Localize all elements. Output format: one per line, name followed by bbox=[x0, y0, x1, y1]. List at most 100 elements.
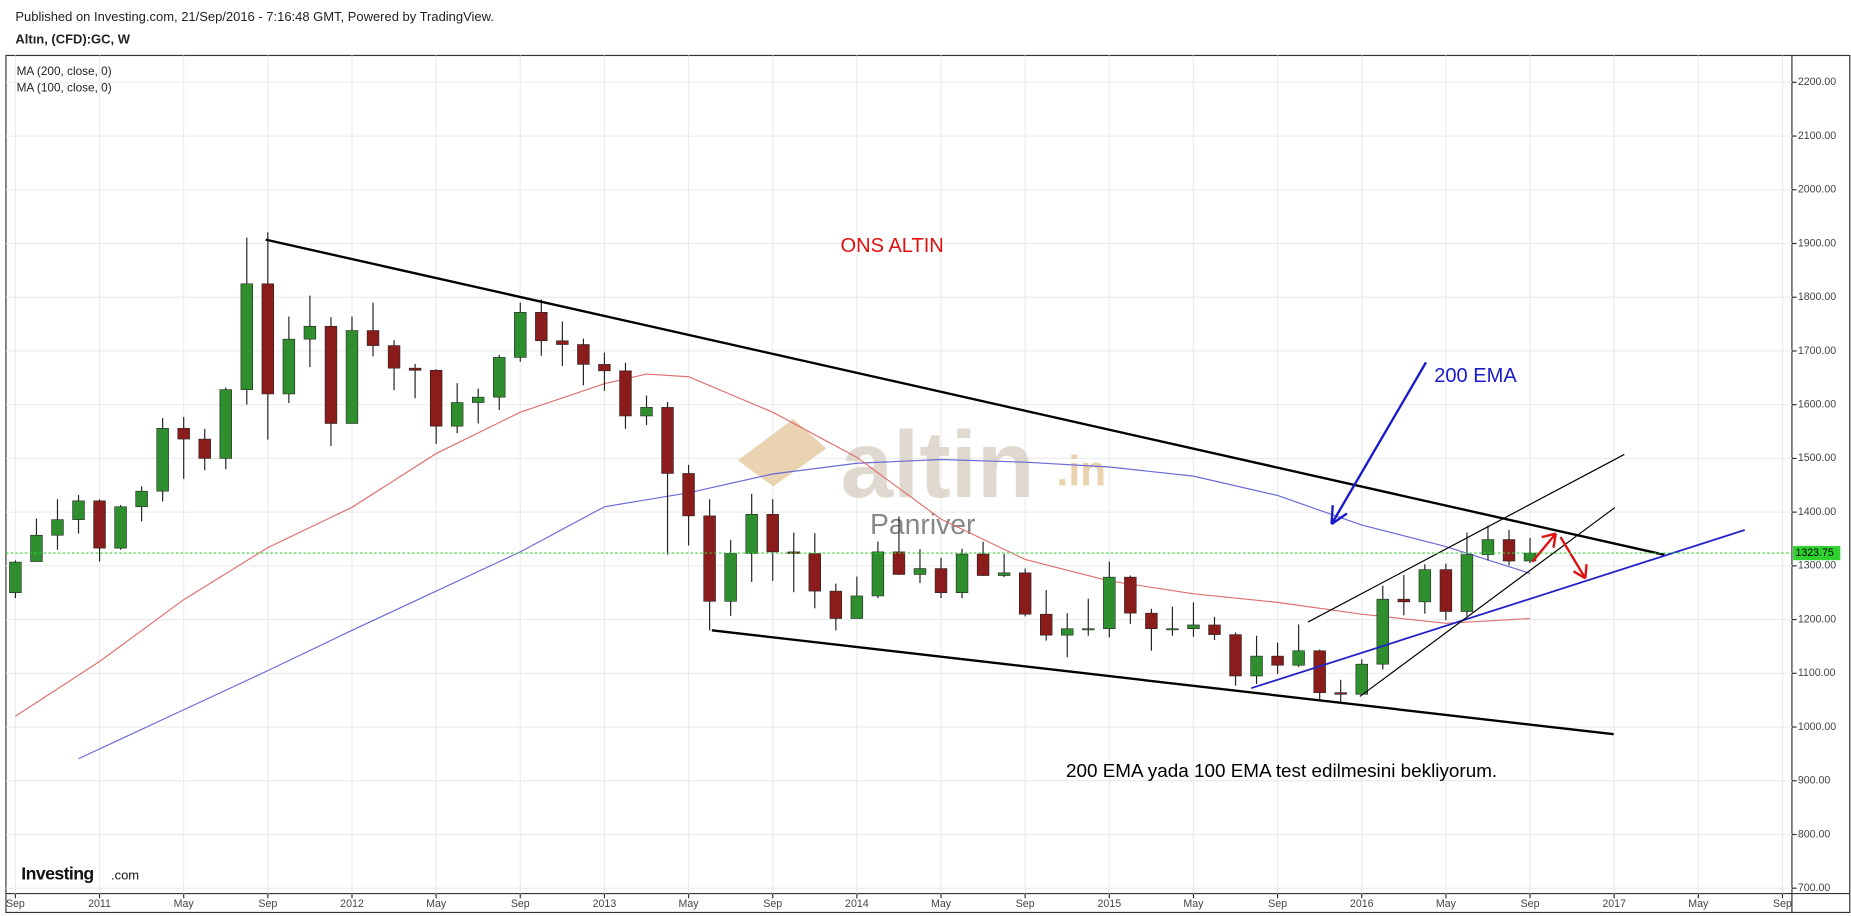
candle-body bbox=[1397, 598, 1411, 603]
candle-body bbox=[829, 590, 843, 619]
watermark-icon bbox=[737, 419, 827, 487]
watermark-logo: altin bbox=[841, 413, 1035, 518]
x-tick-label: Sep bbox=[1521, 898, 1540, 910]
candle-body bbox=[640, 407, 653, 417]
candle-body bbox=[997, 572, 1011, 576]
channel-line bbox=[1307, 453, 1625, 623]
channel-line bbox=[1359, 507, 1616, 697]
candle-body bbox=[619, 370, 632, 417]
candle-body bbox=[1061, 628, 1074, 636]
candle-body bbox=[724, 553, 737, 602]
x-tick-label: 2012 bbox=[340, 898, 364, 910]
support-line bbox=[1251, 529, 1745, 690]
x-tick-label: May bbox=[931, 898, 952, 910]
moving-average bbox=[78, 458, 1531, 760]
candle-body bbox=[198, 438, 211, 459]
candle-body bbox=[261, 283, 275, 395]
x-tick-label: May bbox=[679, 898, 700, 910]
published: Published on Investing.com, 21/Sep/2016 … bbox=[15, 9, 493, 24]
y-tick-label: 900.00 bbox=[1798, 775, 1831, 787]
candle-body bbox=[1376, 598, 1389, 665]
x-tick-label: Sep bbox=[763, 898, 782, 910]
x-tick-label: May bbox=[1688, 898, 1709, 910]
x-tick-label: 2011 bbox=[88, 898, 111, 910]
candle-body bbox=[514, 311, 527, 358]
candle-body bbox=[598, 364, 611, 372]
candle-body bbox=[808, 553, 821, 592]
candle-body bbox=[1292, 650, 1305, 666]
candle-body bbox=[114, 506, 127, 549]
candle-body bbox=[682, 473, 695, 517]
y-tick-label: 2100.00 bbox=[1798, 130, 1836, 142]
y-tick-label: 2000.00 bbox=[1798, 184, 1836, 196]
candle-body bbox=[219, 389, 232, 459]
candle-body bbox=[493, 357, 506, 398]
y-tick-label: 700.00 bbox=[1798, 882, 1831, 894]
y-tick-label: 1300.00 bbox=[1798, 560, 1836, 572]
arrow bbox=[1330, 361, 1428, 526]
candle-body bbox=[366, 330, 380, 346]
candle-body bbox=[535, 311, 548, 342]
candle-body bbox=[1439, 569, 1453, 612]
x-tick-label: Sep bbox=[1016, 898, 1035, 910]
candle-body bbox=[1187, 624, 1200, 630]
candle-body bbox=[1250, 655, 1263, 677]
y-tick-label: 1500.00 bbox=[1798, 452, 1836, 464]
candle-body bbox=[1103, 576, 1116, 630]
candle-body bbox=[472, 396, 485, 403]
candle-body bbox=[703, 515, 716, 602]
candle-body bbox=[556, 340, 569, 345]
annotation-note: 200 EMA yada 100 EMA test edilmesini bek… bbox=[1066, 761, 1497, 782]
annotation-title: ONS ALTIN bbox=[841, 235, 944, 257]
candle-body bbox=[324, 325, 338, 424]
y-tick-label: 1900.00 bbox=[1798, 237, 1836, 249]
last-price-label: 1323.75 bbox=[1795, 547, 1833, 559]
candle-body bbox=[282, 338, 296, 395]
candle-body bbox=[955, 553, 969, 594]
candle-body bbox=[72, 500, 85, 520]
drawings bbox=[265, 238, 1745, 736]
y-tick-label: 1400.00 bbox=[1798, 506, 1836, 518]
candle-body bbox=[1208, 624, 1221, 635]
x-tick-label: 2015 bbox=[1098, 898, 1122, 910]
candle-body bbox=[1481, 539, 1495, 555]
candle-body bbox=[450, 402, 464, 427]
candle-body bbox=[1460, 554, 1474, 612]
legend-item: MA (200, close, 0) bbox=[17, 64, 112, 78]
candle-body bbox=[934, 568, 948, 594]
x-tick-label: 2016 bbox=[1350, 898, 1374, 910]
x-tick-label: Sep bbox=[511, 898, 530, 910]
candle-body bbox=[577, 344, 590, 365]
candle-body bbox=[240, 283, 254, 390]
x-tick-label: 2017 bbox=[1602, 898, 1626, 910]
x-tick-label: May bbox=[426, 898, 447, 910]
candle-body bbox=[345, 330, 359, 424]
watermark-suffix: .in bbox=[1057, 449, 1107, 496]
y-tick-label: 1100.00 bbox=[1798, 667, 1836, 679]
x-tick-label: Sep bbox=[1773, 898, 1792, 910]
arrow bbox=[1559, 536, 1588, 580]
trend-line bbox=[265, 238, 1665, 556]
candle-body bbox=[1229, 634, 1242, 677]
candle-body bbox=[135, 490, 148, 508]
watermark-author: Panriver bbox=[870, 509, 975, 541]
x-tick-label: Sep bbox=[1268, 898, 1287, 910]
trend-line bbox=[711, 629, 1614, 736]
y-tick-label: 1800.00 bbox=[1798, 291, 1836, 303]
brand-suffix: .com bbox=[111, 867, 139, 882]
candle-body bbox=[1040, 613, 1053, 636]
candle-body bbox=[871, 551, 885, 597]
candle-body bbox=[408, 367, 422, 371]
candle-body bbox=[303, 325, 317, 340]
candle-body bbox=[1334, 692, 1347, 695]
x-tick-label: May bbox=[1436, 898, 1457, 910]
y-tick-label: 1000.00 bbox=[1798, 721, 1836, 733]
candle-body bbox=[976, 553, 990, 576]
x-tick-label: May bbox=[174, 898, 195, 910]
candle-body bbox=[30, 534, 43, 562]
candle-body bbox=[156, 428, 169, 492]
x-tick-label: 2014 bbox=[845, 898, 869, 910]
candle-body bbox=[850, 595, 864, 619]
candle-body bbox=[766, 513, 779, 553]
